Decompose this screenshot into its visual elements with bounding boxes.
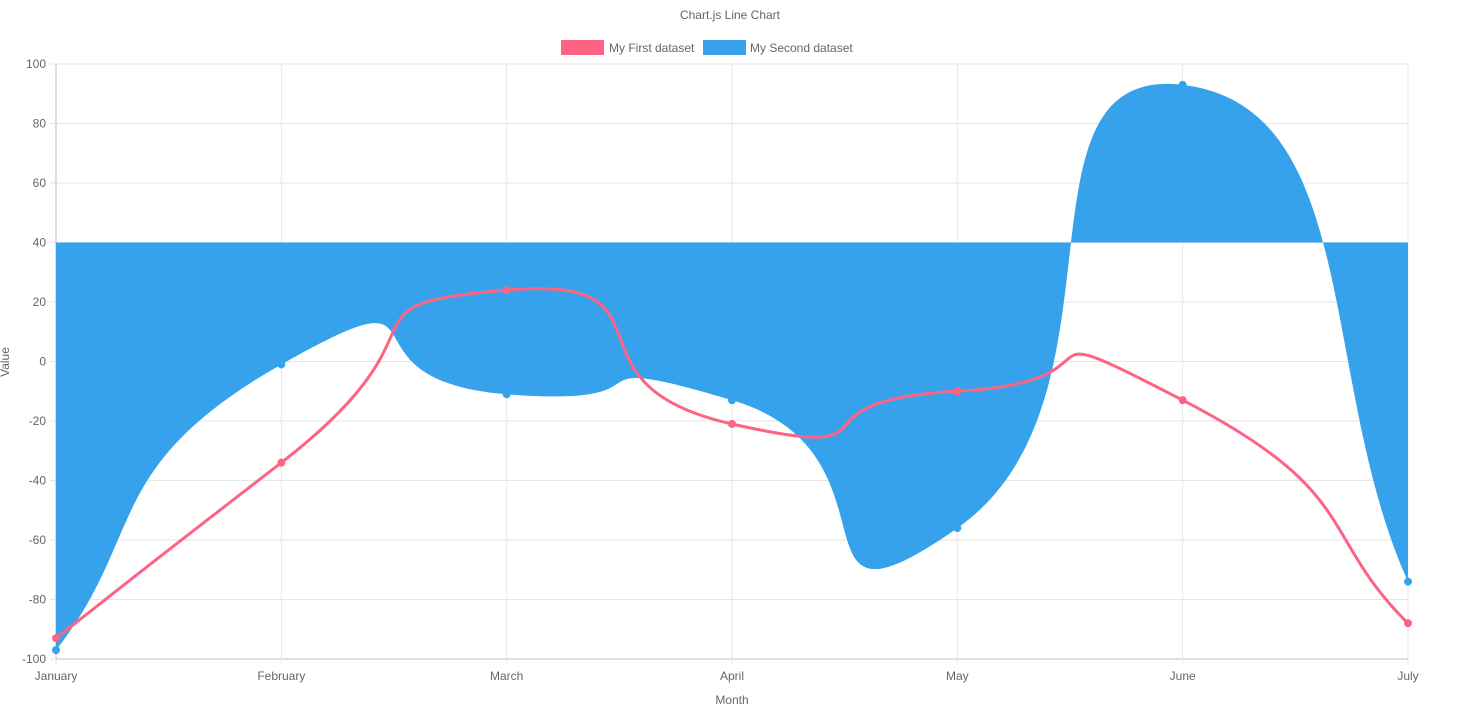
y-tick-label: 100	[26, 57, 46, 71]
data-point-series-2[interactable]	[953, 524, 962, 533]
y-tick-label: 40	[33, 236, 47, 250]
data-point-series-1[interactable]	[1178, 396, 1187, 405]
series-fill-layer	[56, 83, 1408, 651]
y-axis-title: Value	[0, 347, 12, 377]
data-point-series-2[interactable]	[1178, 80, 1187, 89]
x-axis-ticks: January February March April May June July	[35, 669, 1419, 683]
legend-label-first-dataset: My First dataset	[609, 41, 695, 55]
chart-title: Chart.js Line Chart	[680, 8, 781, 22]
x-tick-label: April	[720, 669, 744, 683]
y-tick-label: -80	[29, 593, 47, 607]
x-tick-label: March	[490, 669, 523, 683]
legend-swatch-first-dataset	[561, 40, 604, 55]
legend-item-second-dataset[interactable]: My Second dataset	[703, 40, 853, 55]
x-tick-label: June	[1170, 669, 1196, 683]
data-point-series-2[interactable]	[1404, 577, 1412, 586]
x-tick-label: February	[257, 669, 305, 683]
y-tick-label: 60	[33, 176, 47, 190]
data-point-series-2[interactable]	[52, 646, 60, 655]
data-point-series-2[interactable]	[728, 396, 736, 405]
x-tick-label: January	[35, 669, 78, 683]
y-tick-label: 20	[33, 295, 47, 309]
y-tick-label: -100	[22, 652, 46, 666]
y-axis-ticks: 100 80 60 40 20 0 -20 -40 -60 -80 -100	[22, 57, 46, 666]
legend-item-first-dataset[interactable]: My First dataset	[561, 40, 695, 55]
y-tick-label: 0	[39, 355, 46, 369]
data-point-series-1[interactable]	[277, 458, 286, 467]
data-point-series-2[interactable]	[277, 360, 286, 369]
y-tick-label: -40	[29, 474, 47, 488]
y-tick-label: -60	[29, 533, 47, 547]
y-tick-label: 80	[33, 117, 47, 131]
series-fill-2	[56, 83, 1408, 651]
x-tick-label: July	[1397, 669, 1418, 683]
data-point-series-1[interactable]	[52, 634, 60, 643]
legend-label-second-dataset: My Second dataset	[750, 41, 853, 55]
data-point-series-1[interactable]	[1404, 619, 1412, 628]
legend: My First dataset My Second dataset	[561, 40, 853, 55]
series-point-layer	[52, 80, 1412, 655]
y-tick-label: -20	[29, 414, 47, 428]
x-tick-label: May	[946, 669, 969, 683]
data-point-series-2[interactable]	[502, 390, 511, 399]
data-point-series-1[interactable]	[953, 387, 962, 396]
data-point-series-1[interactable]	[502, 286, 511, 295]
x-axis-title: Month	[715, 693, 748, 707]
data-point-series-1[interactable]	[728, 419, 736, 428]
legend-swatch-second-dataset	[703, 40, 746, 55]
